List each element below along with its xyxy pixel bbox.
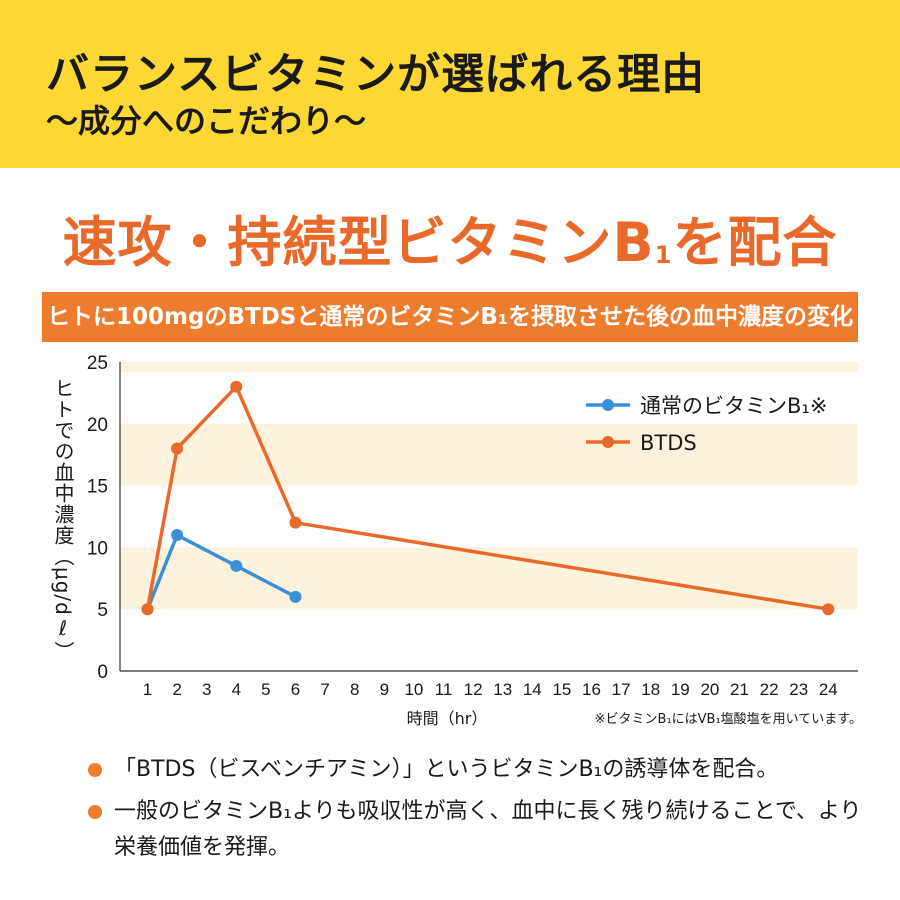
series-line-0 [145, 533, 297, 610]
headline: 速攻・持続型ビタミンB1を配合 [0, 198, 900, 277]
x-tick-label: 14 [523, 680, 542, 699]
chart-caption-banner: ヒトに100mgのBTDSと通常のビタミンB₁を摂取させた後の血中濃度の変化 [42, 292, 858, 342]
bullet-item: 「BTDS（ビスベンチアミン）」というビタミンB₁の誘導体を配合。 [88, 752, 868, 788]
footnote: ※ビタミンB₁にはVB₁塩酸塩を用いています。 [594, 712, 862, 727]
headline-text-end: を配合 [672, 211, 838, 274]
data-point [230, 559, 243, 572]
x-tick-label: 17 [612, 680, 631, 699]
data-point [141, 603, 154, 616]
header-banner: バランスビタミンが選ばれる理由 〜成分へのこだわり〜 [0, 0, 900, 168]
page-subtitle: 〜成分へのこだわり〜 [46, 102, 367, 140]
x-tick-label: 8 [350, 680, 359, 699]
grid-band [120, 423, 858, 486]
bullet-dot-icon [88, 763, 102, 777]
x-tick-label: 19 [671, 680, 690, 699]
y-axis-label: ヒトでの血中濃度（μg/dℓ） [51, 378, 75, 662]
x-tick-label: 18 [641, 680, 660, 699]
data-point [289, 516, 302, 529]
headline-subscript: 1 [654, 241, 673, 269]
x-tick-label: 4 [232, 680, 241, 699]
legend-marker [602, 399, 614, 411]
data-point [171, 529, 184, 542]
x-tick-label: 1 [143, 680, 152, 699]
x-tick-label: 11 [435, 680, 453, 699]
bullet-list: 「BTDS（ビスベンチアミン）」というビタミンB₁の誘導体を配合。 一般のビタミ… [88, 752, 868, 872]
x-axis-label: 時間（hr） [407, 709, 488, 728]
y-tick-label: 25 [87, 353, 108, 374]
bullet-item: 一般のビタミンB₁よりも吸収性が高く、血中に長く残り続けることで、より栄養価値を… [88, 794, 868, 866]
data-point [822, 603, 835, 616]
page-title: バランスビタミンが選ばれる理由 [46, 50, 706, 100]
x-tick-label: 7 [320, 680, 329, 699]
x-tick-label: 20 [700, 680, 719, 699]
y-tick-label: 5 [97, 600, 108, 621]
data-point [171, 442, 184, 455]
grid-band [120, 362, 858, 372]
legend-marker [602, 436, 614, 448]
bullet-dot-icon [88, 805, 102, 819]
bullet-text: 一般のビタミンB₁よりも吸収性が高く、血中に長く残り続けることで、より栄養価値を… [114, 799, 862, 860]
x-tick-label: 21 [730, 680, 749, 699]
grid-band [120, 547, 858, 610]
x-tick-label: 22 [760, 680, 779, 699]
x-tick-label: 10 [404, 680, 423, 699]
x-tick-label: 6 [291, 680, 300, 699]
x-tick-label: 2 [172, 680, 181, 699]
x-tick-label: 5 [261, 680, 270, 699]
y-tick-label: 15 [87, 477, 108, 498]
legend-label: BTDS [640, 431, 697, 455]
data-point [289, 590, 302, 603]
y-tick-label: 20 [87, 415, 108, 436]
x-tick-label: 13 [493, 680, 512, 699]
y-tick-label: 10 [87, 538, 108, 559]
x-tick-label: 9 [380, 680, 389, 699]
bullet-text: 「BTDS（ビスベンチアミン）」というビタミンB₁の誘導体を配合。 [114, 757, 779, 782]
x-tick-label: 3 [202, 680, 211, 699]
x-tick-label: 15 [552, 680, 571, 699]
headline-text: 速攻・持続型ビタミンB [62, 211, 655, 274]
x-tick-label: 16 [582, 680, 601, 699]
x-tick-label: 24 [819, 680, 838, 699]
x-tick-label: 23 [789, 680, 808, 699]
data-point [230, 380, 243, 393]
x-tick-label: 12 [464, 680, 483, 699]
legend-label: 通常のビタミンB₁※ [640, 394, 827, 418]
y-tick-label: 0 [97, 662, 108, 683]
